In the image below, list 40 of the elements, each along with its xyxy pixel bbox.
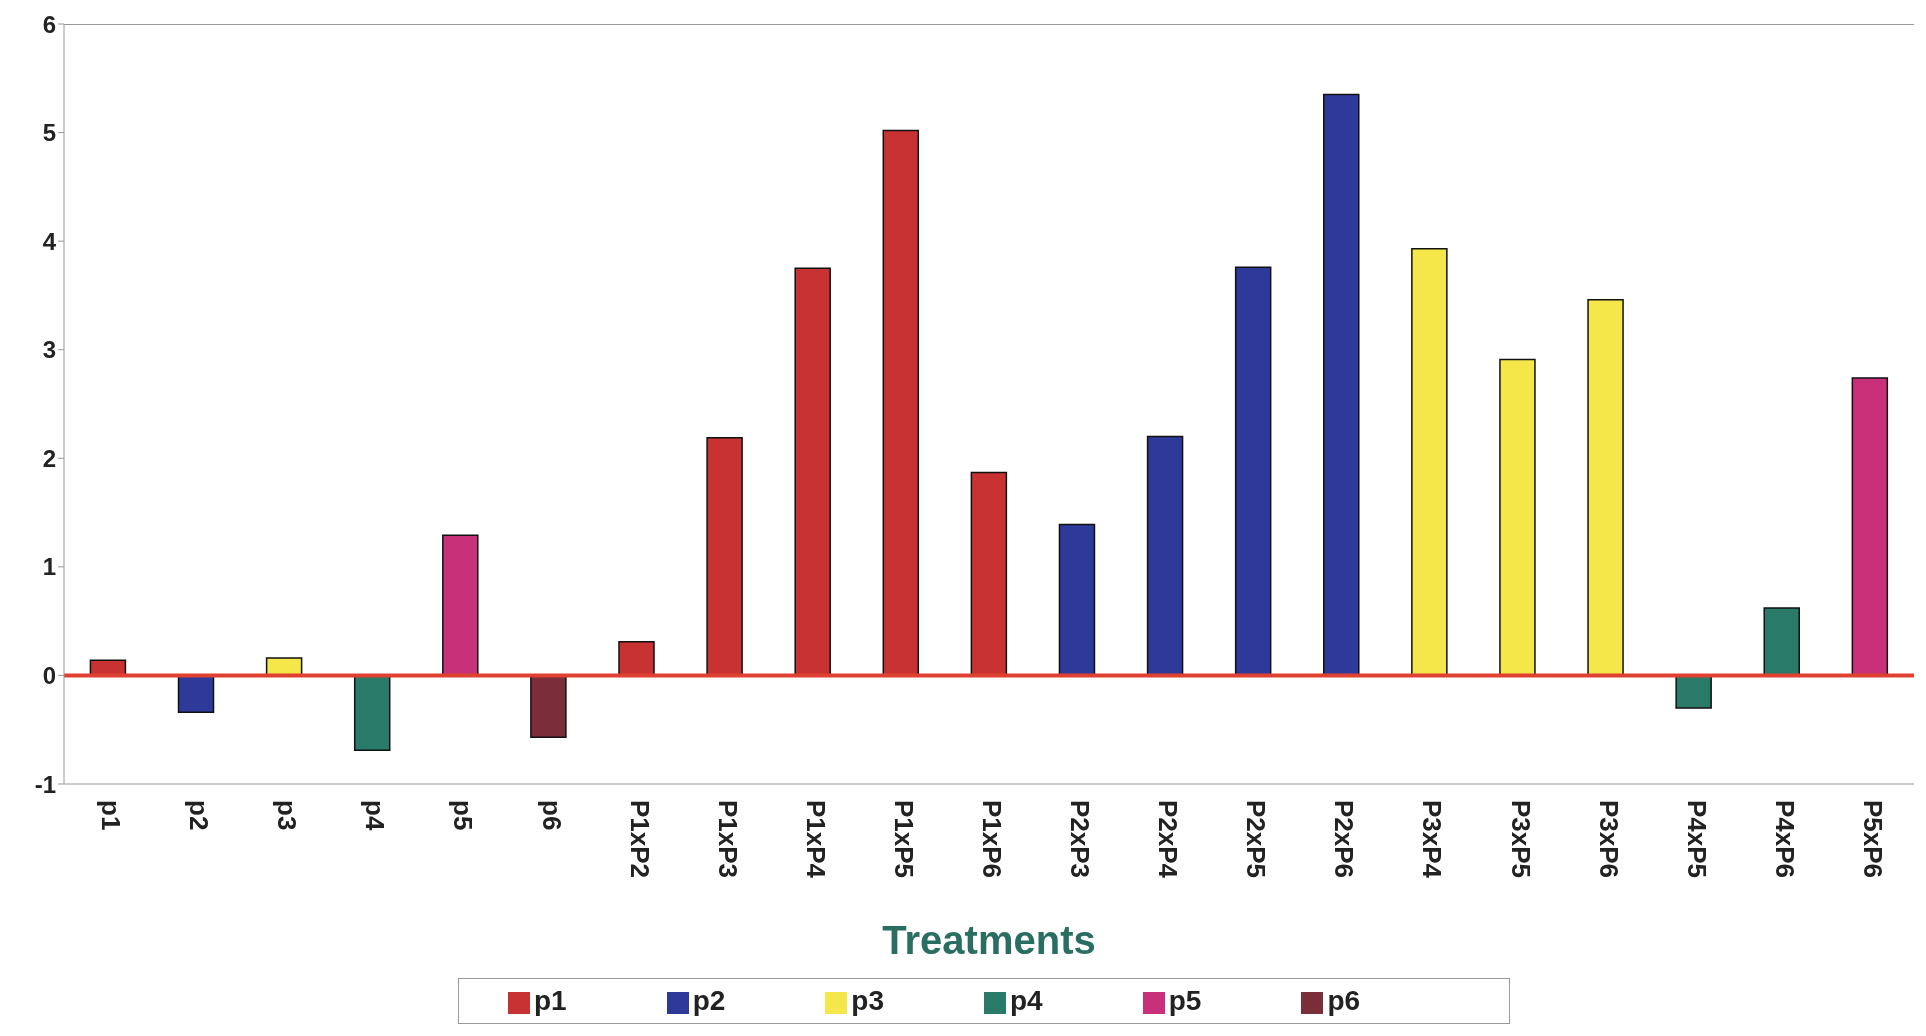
x-tick-label: p1	[96, 800, 127, 831]
legend-label: p4	[1010, 985, 1043, 1016]
bar	[177, 674, 215, 714]
x-tick-label: p4	[360, 800, 391, 831]
x-axis-title: Treatments	[882, 918, 1096, 962]
x-tick-label: P3xP6	[1593, 800, 1624, 879]
y-tick-label: 1	[42, 553, 56, 581]
x-tick-label: P1xP5	[888, 800, 919, 879]
legend-label: p5	[1168, 985, 1202, 1016]
y-tick-label: 6	[42, 10, 56, 38]
y-tick-label: 2	[42, 444, 56, 472]
x-tick-label: P2xP5	[1241, 800, 1272, 879]
y-tick-label: 4	[42, 227, 57, 255]
y-tick-label: -1	[34, 770, 56, 798]
x-tick-label: p6	[536, 800, 567, 831]
x-tick-label: P3xP5	[1505, 800, 1536, 879]
x-tick-label: P1xP2	[624, 800, 655, 879]
x-tick-label: P2xP6	[1329, 800, 1360, 879]
y-tick-label: 5	[42, 119, 56, 147]
legend-label: p2	[692, 985, 726, 1016]
x-tick-label: P1xP6	[977, 800, 1007, 879]
x-tick-label: p3	[272, 800, 303, 831]
x-tick-label: P1xP4	[800, 800, 831, 879]
x-tick-label: P2xP3	[1065, 800, 1096, 879]
y-tick-label: 0	[42, 661, 56, 689]
x-tick-label: P4xP5	[1681, 800, 1712, 879]
x-tick-label: P1xP3	[712, 800, 743, 879]
x-tick-label: P2xP4	[1153, 800, 1184, 879]
x-tick-label: p2	[184, 800, 215, 831]
legend-label: p6	[1327, 985, 1361, 1016]
x-tick-label: P5xP6	[1857, 800, 1888, 879]
x-tick-label: P4xP6	[1769, 800, 1800, 879]
legend-label: p3	[851, 985, 884, 1016]
y-tick-label: 3	[42, 336, 56, 364]
bar	[530, 674, 567, 739]
legend-label: p1	[533, 985, 567, 1016]
bar	[353, 674, 391, 752]
x-tick-label: P3xP4	[1417, 800, 1448, 879]
x-tick-label: p5	[448, 800, 479, 831]
bar	[1675, 674, 1712, 709]
